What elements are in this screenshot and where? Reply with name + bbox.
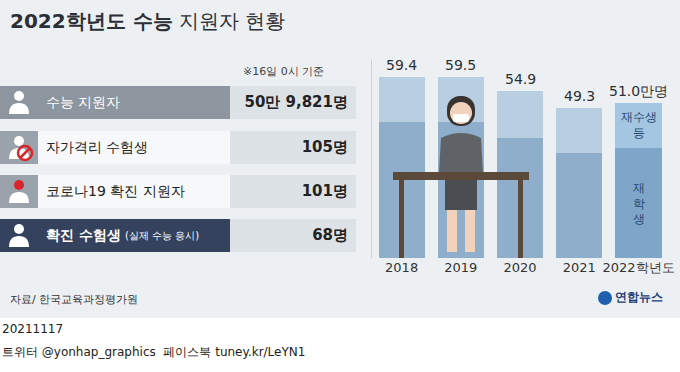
html-text:코로나19 확진 지원자: 코로나19 확진 지원자 bbox=[46, 182, 185, 199]
svg-text:재수생등: 재수생등 bbox=[621, 110, 657, 140]
html-text:105명: 105명 bbox=[301, 138, 348, 156]
svg-text:2022학년도: 2022학년도 bbox=[602, 260, 674, 275]
svg-text:2019: 2019 bbox=[444, 260, 477, 275]
html-text:※16일 0시 기준: ※16일 0시 기준 bbox=[243, 65, 325, 78]
svg-text:59.4: 59.4 bbox=[386, 57, 417, 73]
html-text:자가격리 수험생: 자가격리 수험생 bbox=[46, 138, 149, 155]
html-text:20211117: 20211117 bbox=[2, 322, 64, 336]
html-text:수능 지원자: 수능 지원자 bbox=[46, 93, 121, 110]
html-text:연합뉴스: 연합뉴스 bbox=[615, 290, 663, 304]
svg-text:2021: 2021 bbox=[563, 260, 596, 275]
html-text:50만 9,821명: 50만 9,821명 bbox=[244, 93, 348, 111]
svg-text:재학생: 재학생 bbox=[633, 181, 645, 226]
html-text:자료/ 한국교육과정평가원: 자료/ 한국교육과정평가원 bbox=[10, 293, 139, 306]
html-text:2022학년도 수능 지원자 현황: 2022학년도 수능 지원자 현황 bbox=[10, 9, 286, 33]
svg-text:2020: 2020 bbox=[504, 260, 537, 275]
html-text:트위터 @yonhap_graphics 페이스북 tune: 트위터 @yonhap_graphics 페이스북 tuney.kr/LeYN1 bbox=[2, 345, 306, 359]
svg-text:54.9: 54.9 bbox=[505, 71, 536, 87]
svg-text:59.5: 59.5 bbox=[445, 57, 476, 73]
html-text:101명: 101명 bbox=[301, 182, 348, 200]
svg-text:49.3: 49.3 bbox=[564, 88, 595, 104]
svg-text:2018: 2018 bbox=[385, 260, 418, 275]
html-text:확진 수험생 (실제 수능 응시): 확진 수험생 (실제 수능 응시) bbox=[46, 226, 199, 243]
html-text:68명: 68명 bbox=[312, 226, 348, 244]
svg-text:51.0만명: 51.0만명 bbox=[609, 83, 668, 99]
